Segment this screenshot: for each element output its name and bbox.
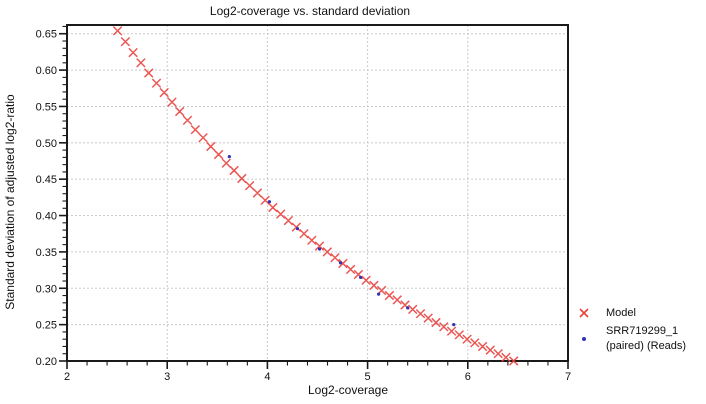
read-point (267, 200, 272, 204)
y-tick-label: 0.55 (36, 101, 57, 113)
model-markers (112, 26, 519, 366)
read-point (377, 292, 381, 296)
x-tick-label: 5 (365, 371, 371, 383)
y-tick-label: 0.50 (36, 138, 57, 150)
y-tick-label: 0.65 (36, 29, 57, 41)
read-point (338, 261, 343, 265)
x-tick-label: 3 (164, 371, 170, 383)
legend-item-reads: SRR719299_1 (paired) (Reads) (576, 324, 704, 354)
read-point (406, 306, 410, 310)
model-x-icon (579, 308, 589, 318)
y-tick-label: 0.45 (36, 174, 57, 186)
x-axis-title: Log2-coverage (307, 383, 389, 397)
legend-item-model: Model (576, 305, 704, 321)
x-tick-label: 2 (64, 371, 70, 383)
y-tick-label: 0.35 (36, 247, 57, 259)
read-point (452, 323, 456, 327)
y-tick-label: 0.25 (36, 320, 57, 332)
legend-label-reads-line2: (paired) (Reads) (606, 340, 687, 352)
x-tick-label: 7 (565, 371, 571, 383)
legend: Model SRR719299_1 (paired) (Reads) (576, 305, 704, 354)
reads-dot-icon (582, 337, 586, 341)
legend-label-reads-line1: SRR719299_1 (606, 325, 679, 337)
chart-title: Log2-coverage vs. standard deviation (209, 4, 411, 18)
legend-label-model: Model (606, 306, 636, 319)
read-point (358, 275, 363, 279)
read-point (317, 247, 322, 251)
y-tick-label: 0.20 (36, 356, 57, 368)
legend-label-reads: SRR719299_1 (paired) (Reads) (606, 324, 686, 354)
x-tick-label: 4 (264, 371, 270, 383)
y-tick-label: 0.30 (36, 283, 57, 295)
read-point (227, 155, 231, 159)
read-point (295, 227, 300, 231)
y-tick-label: 0.60 (36, 65, 57, 77)
plot-border (66, 24, 569, 362)
y-tick-label: 0.40 (36, 211, 57, 223)
x-tick-label: 6 (465, 371, 471, 383)
